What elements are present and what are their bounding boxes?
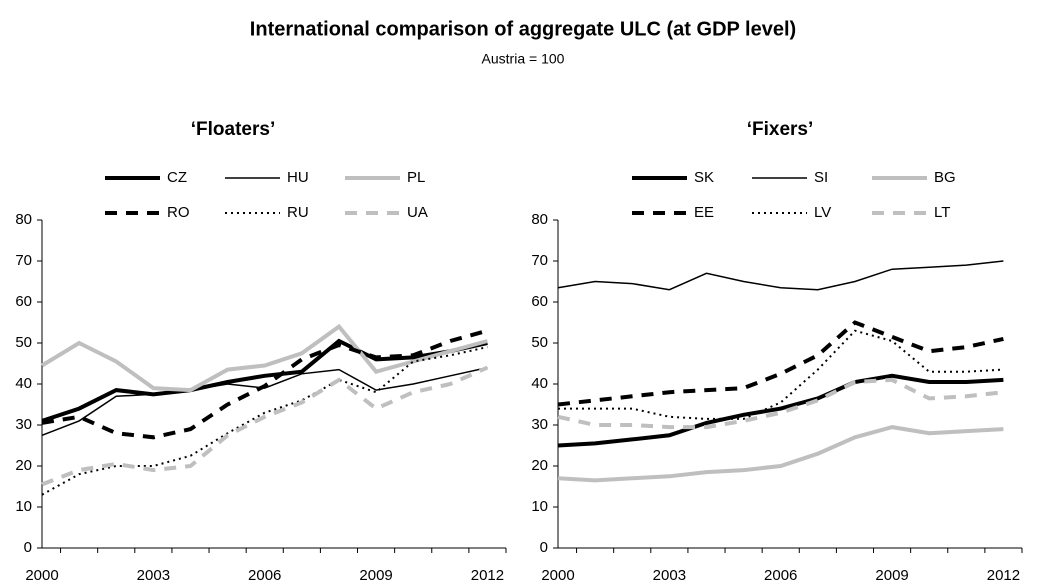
y-tick-label: 40 [531,375,548,392]
x-tick-label: 2006 [248,567,281,584]
series-line [41,338,488,423]
y-tick-label: 10 [15,498,32,515]
y-tick-label: 20 [15,457,32,474]
series-line [557,425,1004,483]
legend-label: BG [934,169,956,186]
chart-subtitle: ‘Fixers’ [747,119,814,140]
y-tick-label: 30 [531,416,548,433]
x-tick-label: 2012 [471,567,504,584]
y-tick-label: 70 [531,252,548,269]
legend-label: CZ [167,169,187,186]
legend-label: UA [407,204,428,221]
chart-subtitle: ‘Floaters’ [191,119,275,140]
legend-label: LV [814,204,831,221]
x-tick-label: 2003 [137,567,170,584]
legend-label: SK [694,169,714,186]
y-tick-label: 20 [531,457,548,474]
y-tick-label: 50 [531,334,548,351]
y-tick-label: 40 [15,375,32,392]
y-tick-label: 80 [531,211,548,228]
series-line [41,346,488,496]
chart-subtitle: Austria = 100 [482,51,565,67]
legend-label: SI [814,169,828,186]
legend-label: EE [694,204,714,221]
chart-title: International comparison of aggregate UL… [250,18,796,40]
x-tick-label: 2000 [25,567,58,584]
y-tick-label: 0 [24,539,32,556]
series-line [557,373,1004,448]
y-tick-label: 50 [15,334,32,351]
y-tick-label: 60 [15,293,32,310]
series-line [557,260,1004,291]
legend-label: RO [167,204,190,221]
y-tick-label: 80 [15,211,32,228]
y-tick-label: 30 [15,416,32,433]
x-tick-label: 2009 [359,567,392,584]
y-tick-label: 60 [531,293,548,310]
x-tick-label: 2003 [653,567,686,584]
y-tick-label: 10 [531,498,548,515]
series-line [40,323,488,393]
series-line [558,329,1004,420]
x-tick-label: 2000 [541,567,574,584]
series-line [557,320,1004,407]
x-tick-label: 2006 [764,567,797,584]
series-line [41,365,489,487]
legend-label: RU [287,204,309,221]
series-line [41,328,488,440]
y-tick-label: 0 [540,539,548,556]
legend-label: PL [407,169,425,186]
y-tick-label: 70 [15,252,32,269]
x-tick-label: 2012 [987,567,1020,584]
legend-label: HU [287,169,309,186]
series-line [557,377,1004,430]
x-tick-label: 2009 [875,567,908,584]
legend-label: LT [934,204,950,221]
